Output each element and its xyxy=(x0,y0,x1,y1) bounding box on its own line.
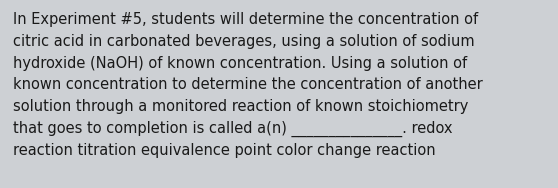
Text: In Experiment #5, students will determine the concentration of: In Experiment #5, students will determin… xyxy=(13,12,478,27)
Text: known concentration to determine the concentration of another: known concentration to determine the con… xyxy=(13,77,483,92)
Text: hydroxide (NaOH) of known concentration. Using a solution of: hydroxide (NaOH) of known concentration.… xyxy=(13,56,467,71)
Text: citric acid in carbonated beverages, using a solution of sodium: citric acid in carbonated beverages, usi… xyxy=(13,34,475,49)
Text: solution through a monitored reaction of known stoichiometry: solution through a monitored reaction of… xyxy=(13,99,468,114)
Text: reaction titration equivalence point color change reaction: reaction titration equivalence point col… xyxy=(13,143,436,158)
Text: that goes to completion is called a(n) _______________. redox: that goes to completion is called a(n) _… xyxy=(13,121,453,137)
